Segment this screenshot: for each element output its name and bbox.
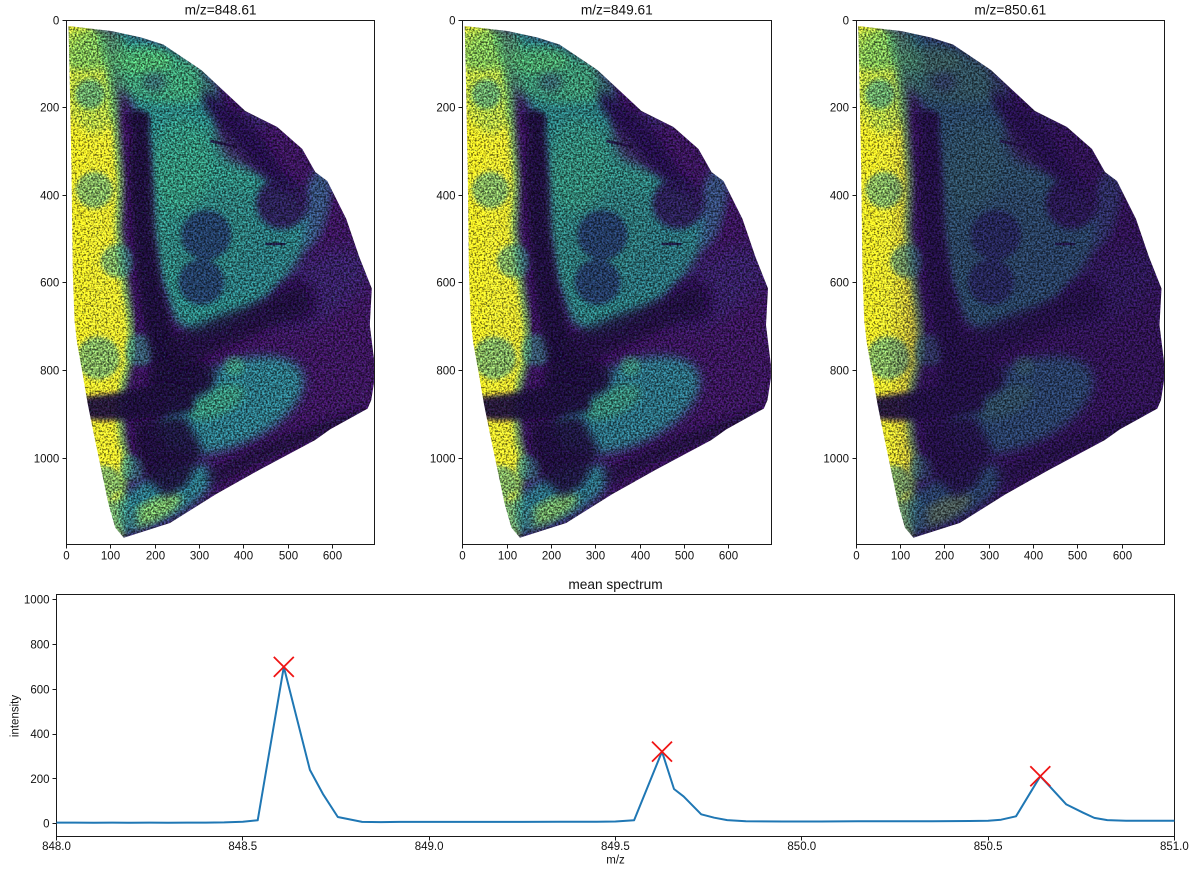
svg-text:400: 400 [40, 191, 59, 203]
svg-text:200: 200 [40, 103, 59, 115]
svg-text:851.0: 851.0 [1160, 841, 1189, 853]
svg-text:850.5: 850.5 [974, 841, 1003, 853]
svg-text:850.0: 850.0 [787, 841, 816, 853]
svg-text:m/z=849.61: m/z=849.61 [581, 3, 653, 18]
svg-text:500: 500 [675, 551, 694, 563]
svg-text:848.5: 848.5 [228, 841, 257, 853]
svg-text:400: 400 [436, 191, 455, 203]
svg-text:600: 600 [436, 278, 455, 290]
svg-text:0: 0 [853, 551, 859, 563]
svg-text:800: 800 [30, 640, 49, 652]
svg-text:m/z=850.61: m/z=850.61 [974, 3, 1046, 18]
svg-text:0: 0 [843, 16, 849, 28]
svg-text:600: 600 [30, 684, 49, 696]
svg-text:mean spectrum: mean spectrum [568, 577, 662, 592]
svg-text:1000: 1000 [823, 454, 849, 466]
svg-text:400: 400 [234, 551, 253, 563]
svg-text:800: 800 [830, 366, 849, 378]
svg-text:300: 300 [586, 551, 605, 563]
svg-text:400: 400 [830, 191, 849, 203]
svg-text:300: 300 [980, 551, 999, 563]
svg-text:200: 200 [436, 103, 455, 115]
svg-text:600: 600 [323, 551, 342, 563]
svg-text:400: 400 [1024, 551, 1043, 563]
svg-text:500: 500 [279, 551, 298, 563]
svg-text:800: 800 [436, 366, 455, 378]
svg-text:m/z=848.61: m/z=848.61 [185, 3, 257, 18]
svg-text:848.0: 848.0 [42, 841, 71, 853]
svg-text:1000: 1000 [430, 454, 456, 466]
svg-text:300: 300 [190, 551, 209, 563]
svg-text:600: 600 [40, 278, 59, 290]
svg-text:400: 400 [30, 729, 49, 741]
svg-text:intensity: intensity [10, 695, 22, 737]
svg-text:0: 0 [43, 819, 49, 831]
svg-text:800: 800 [40, 366, 59, 378]
svg-text:200: 200 [542, 551, 561, 563]
svg-text:0: 0 [53, 16, 59, 28]
svg-text:849.5: 849.5 [601, 841, 630, 853]
svg-text:100: 100 [891, 551, 910, 563]
svg-text:0: 0 [449, 16, 455, 28]
svg-text:1000: 1000 [24, 595, 50, 607]
svg-text:500: 500 [1068, 551, 1087, 563]
svg-text:600: 600 [1113, 551, 1132, 563]
svg-text:200: 200 [146, 551, 165, 563]
svg-text:200: 200 [30, 774, 49, 786]
svg-text:0: 0 [63, 551, 69, 563]
svg-text:600: 600 [719, 551, 738, 563]
svg-text:200: 200 [935, 551, 954, 563]
svg-text:100: 100 [498, 551, 517, 563]
svg-text:400: 400 [631, 551, 650, 563]
svg-text:200: 200 [830, 103, 849, 115]
svg-text:m/z: m/z [606, 855, 625, 867]
svg-text:100: 100 [101, 551, 120, 563]
svg-text:849.0: 849.0 [415, 841, 444, 853]
svg-text:600: 600 [830, 278, 849, 290]
svg-text:1000: 1000 [34, 454, 60, 466]
svg-text:0: 0 [459, 551, 465, 563]
